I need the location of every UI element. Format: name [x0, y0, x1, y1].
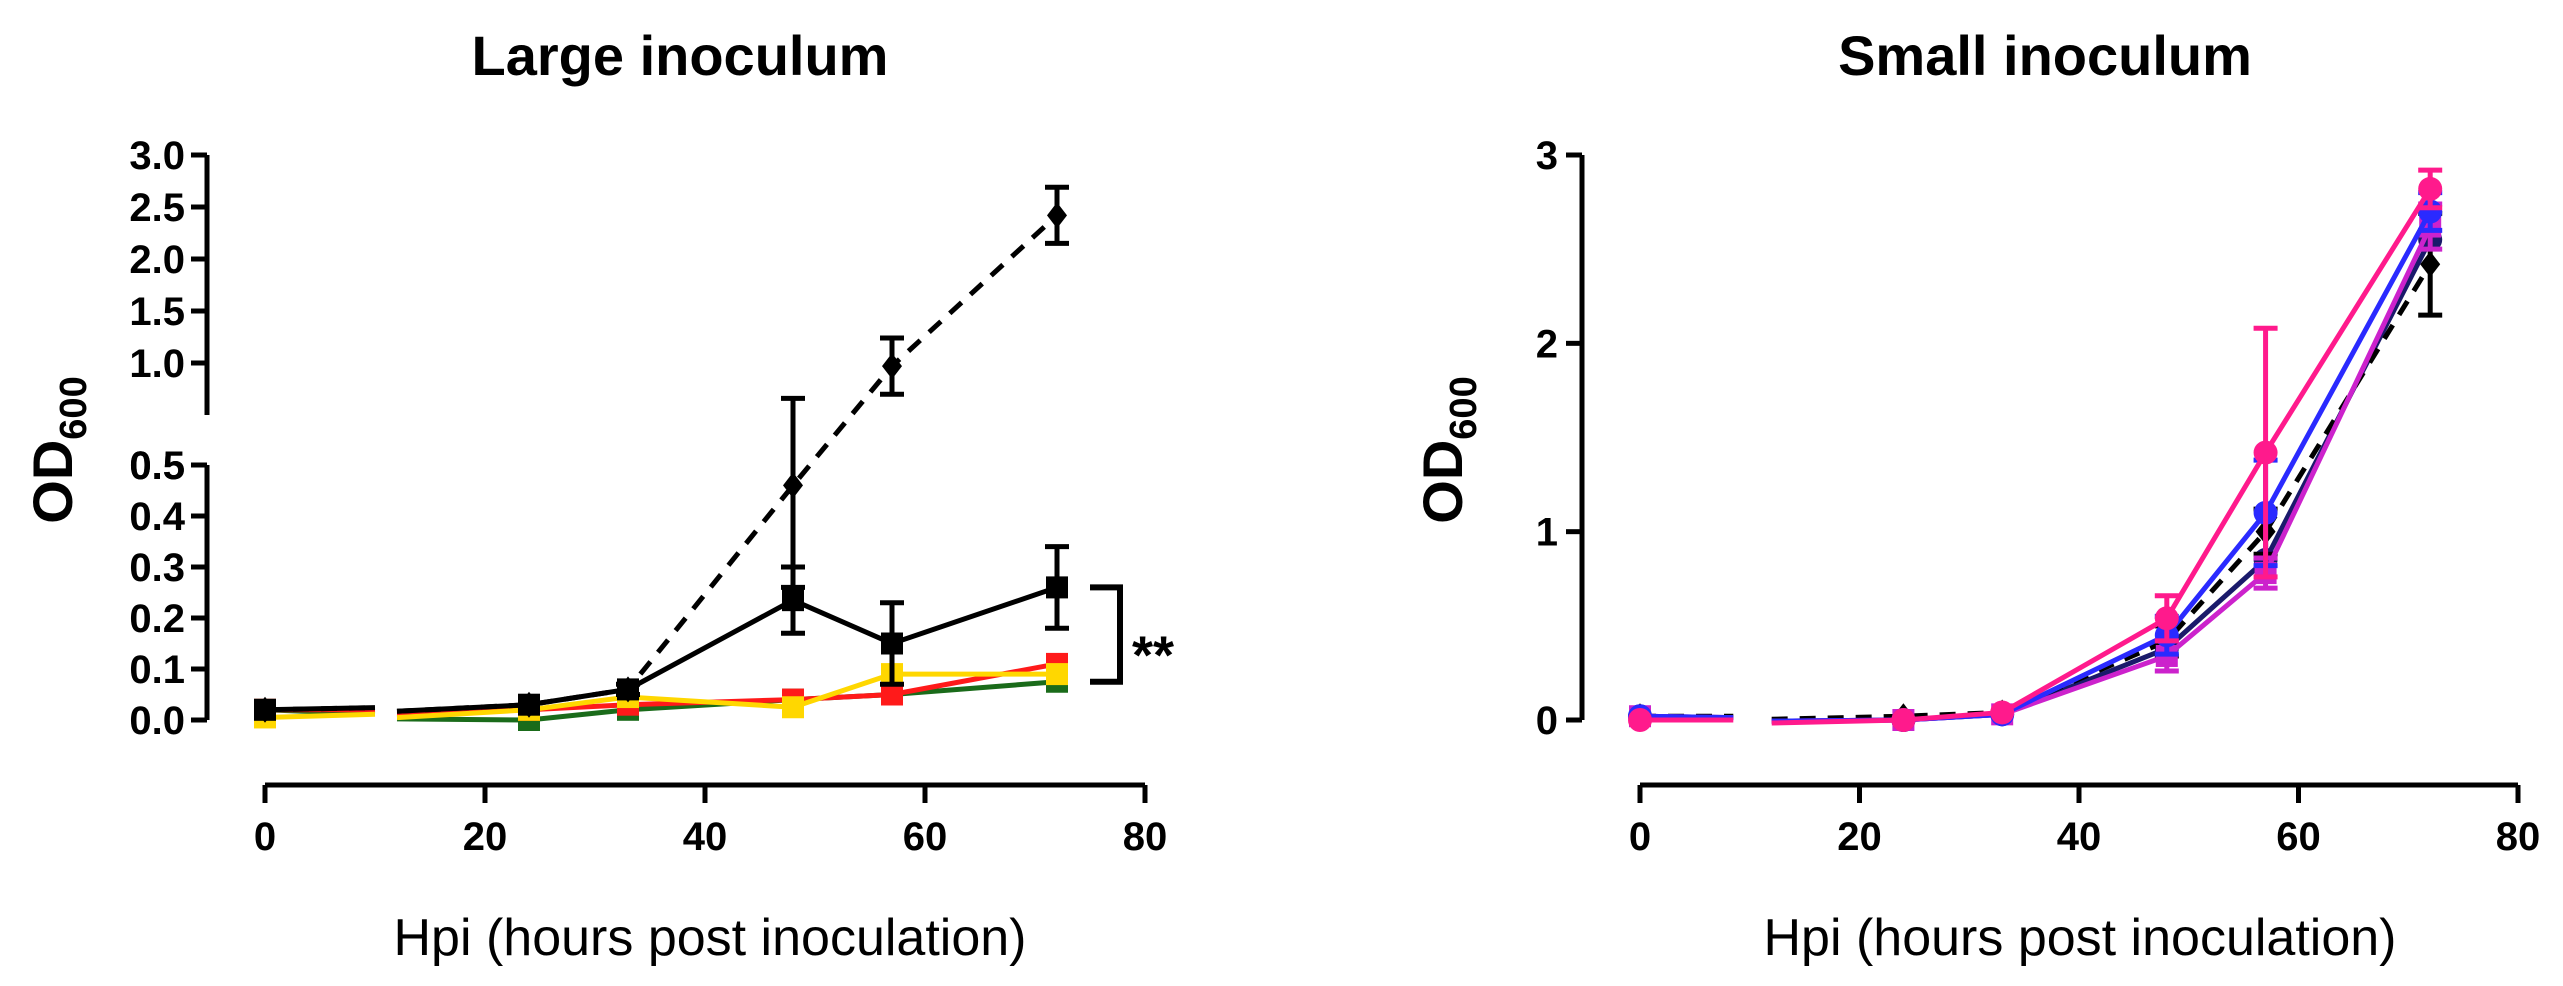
- right-chart-title: Small inoculum: [1838, 24, 2252, 87]
- right-y-axis-label: OD600: [1411, 376, 1485, 523]
- left-y-tick-label-lower: 0.4: [129, 495, 185, 539]
- right-point-strain-pink: [2418, 176, 2443, 201]
- left-y-tick-label-lower: 0.1: [129, 648, 185, 692]
- left-y-tick-label-upper: 1.0: [129, 342, 185, 386]
- left-line-strain-yellow: [264, 671, 1057, 721]
- left-y-axis-label-sub: 600: [53, 376, 95, 439]
- left-y-tick-label-lower: 0.5: [129, 444, 185, 488]
- left-y-tick-label-upper: 1.5: [129, 290, 185, 334]
- left-point-strain-black: [782, 589, 804, 612]
- right-point-strain-pink: [1990, 700, 2015, 725]
- right-y-tick-label: 2: [1536, 322, 1558, 366]
- left-point-control: [618, 676, 638, 703]
- left-x-axis-label: Hpi (hours post inoculation): [394, 909, 1027, 967]
- right-x-tick-label: 20: [1837, 815, 1882, 859]
- right-x-tick-label: 80: [2496, 815, 2541, 859]
- right-plot-area: 0 1 2 3 0 20 40 60 80: [1536, 134, 2541, 859]
- left-point-control: [1047, 202, 1067, 229]
- right-x-tick-label: 0: [1629, 815, 1651, 859]
- svg-text:OD600: OD600: [1411, 376, 1485, 523]
- left-point-strain-black: [1046, 576, 1068, 599]
- right-x-axis-label: Hpi (hours post inoculation): [1764, 909, 2397, 967]
- left-point-control: [519, 691, 539, 718]
- left-y-tick-label-lower: 0.2: [129, 597, 185, 641]
- left-y-tick-label-upper: 2.0: [129, 238, 185, 282]
- left-x-tick-label: 0: [254, 815, 276, 859]
- right-y-axis-label-sub: 600: [1443, 376, 1485, 439]
- left-y-axis-label-main: OD: [21, 440, 84, 524]
- left-y-axis-label: OD600: [21, 376, 95, 523]
- right-point-strain-pink: [1628, 708, 1652, 732]
- left-y-tick-label-upper: 3.0: [129, 134, 185, 178]
- left-point-control: [882, 353, 902, 380]
- right-y-tick-label: 3: [1536, 134, 1558, 178]
- left-point-control: [255, 696, 275, 723]
- left-y-tick-label-upper: 2.5: [129, 186, 185, 230]
- left-series-strain-black: [254, 544, 1069, 721]
- left-y-tick-label-upper: 0.5: [129, 444, 185, 488]
- right-y-tick-label: 1: [1536, 511, 1558, 555]
- right-series-strain-magenta: [1629, 201, 2443, 731]
- left-x-tick-label: 40: [683, 815, 728, 859]
- left-point-strain-yellow: [782, 696, 804, 719]
- right-series-strain-pink: [1628, 167, 2443, 732]
- right-x-tick-label: 40: [2057, 815, 2102, 859]
- right-line-control: [1640, 262, 2433, 722]
- left-y-tick-label-lower: 0.3: [129, 546, 185, 590]
- left-chart-title: Large inoculum: [472, 24, 889, 87]
- right-point-strain-pink: [2154, 606, 2179, 631]
- left-point-strain-black: [881, 632, 903, 655]
- left-series-strain-red: [254, 652, 1068, 721]
- right-point-control: [2420, 251, 2441, 278]
- right-series-control: [1630, 210, 2443, 730]
- right-point-strain-pink: [2253, 440, 2278, 465]
- right-y-axis-label-main: OD: [1411, 440, 1474, 524]
- right-point-strain-pink: [1891, 708, 1916, 732]
- left-point-strain-red: [881, 683, 903, 706]
- left-series-control: [255, 184, 1069, 723]
- left-x-tick-label: 20: [463, 815, 508, 859]
- left-x-tick-label: 60: [903, 815, 948, 859]
- left-x-tick-label: 80: [1123, 815, 1168, 859]
- left-significance-bracket: [1090, 584, 1123, 685]
- right-series-strain-navy: [1628, 227, 2443, 732]
- svg-text:OD600: OD600: [21, 376, 95, 523]
- left-y-tick-label-lower: 0.0: [129, 699, 185, 743]
- left-line-control: [264, 213, 1059, 714]
- right-x-tick-label: 60: [2276, 815, 2321, 859]
- left-plot-area: 0.51.01.52.02.53.00.00.10.20.30.40.50 20 4…: [129, 134, 1174, 859]
- right-line-strain-magenta: [1639, 225, 2433, 724]
- right-line-strain-pink: [1640, 187, 2433, 726]
- left-point-control: [783, 472, 803, 499]
- left-significance-label: **: [1132, 626, 1174, 686]
- left-point-strain-yellow: [1046, 663, 1068, 686]
- right-y-tick-label: 0: [1536, 699, 1558, 743]
